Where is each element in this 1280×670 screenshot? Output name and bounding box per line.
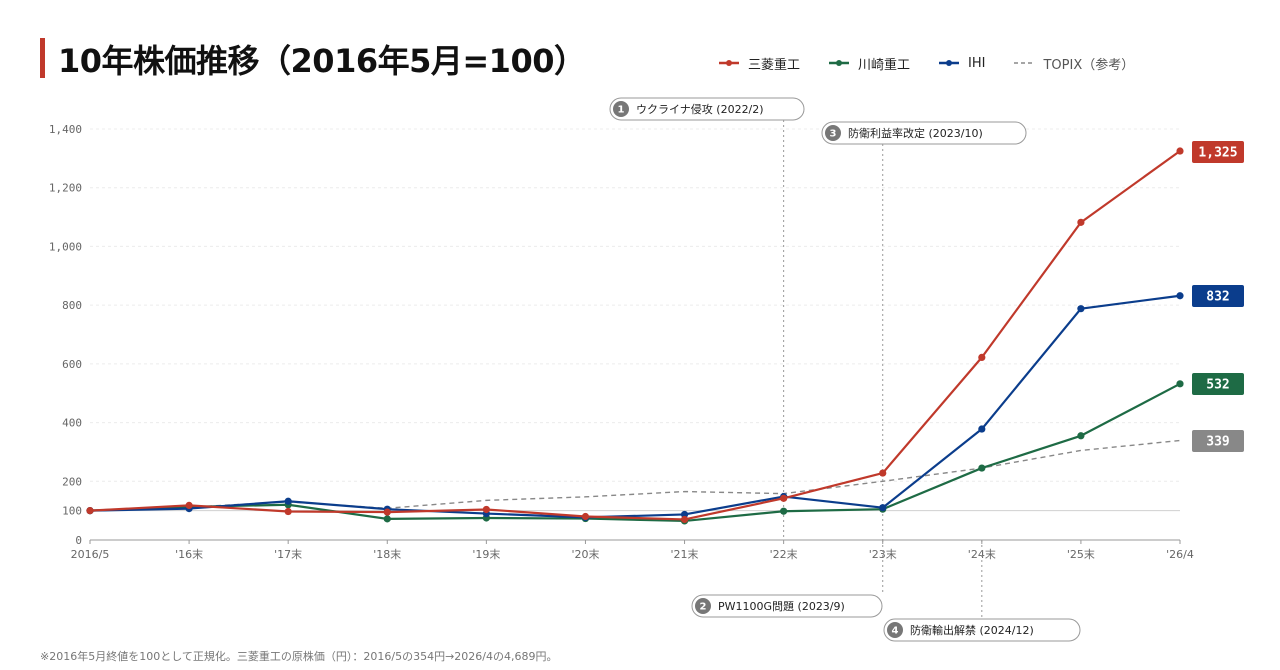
- x-tick-label: '22末: [770, 547, 798, 561]
- end-value-badge: [1192, 430, 1244, 452]
- data-point: [1077, 305, 1085, 313]
- series-line: [89, 150, 1181, 521]
- series-line: [89, 439, 1181, 512]
- annotation-number: 4: [892, 626, 899, 637]
- legend-label-mhi: 三菱重工: [748, 57, 801, 73]
- y-tick-label: 100: [62, 505, 82, 518]
- data-point: [581, 512, 590, 521]
- y-tick-label: 800: [62, 299, 82, 312]
- y-tick-label: 400: [62, 417, 82, 430]
- y-tick-label: 1,400: [49, 123, 82, 136]
- end-value-label: 1,325: [1198, 146, 1237, 161]
- x-tick-label: 2016/5: [71, 548, 110, 561]
- annotation-pill: [609, 97, 805, 121]
- series-line: [89, 294, 1181, 519]
- x-tick-label: '18末: [373, 547, 401, 561]
- legend-label-ihi: IHI: [968, 55, 986, 71]
- legend-label-khi: 川崎重工: [858, 57, 911, 73]
- data-point: [383, 508, 391, 516]
- y-tick-label: 200: [62, 475, 82, 488]
- data-point: [284, 507, 292, 516]
- x-tick-label: '26/4: [1166, 548, 1194, 561]
- data-point: [680, 515, 689, 524]
- annotation-label: 防衛利益率改定 (2023/10): [848, 126, 983, 140]
- end-value-badge: [1192, 373, 1244, 395]
- legend-swatch-mhi: [719, 60, 739, 66]
- data-point: [1077, 432, 1085, 440]
- annotation-label: 防衛輸出解禁 (2024/12): [910, 623, 1034, 637]
- data-point: [978, 464, 986, 472]
- annotation-number: 2: [700, 602, 707, 613]
- legend-swatch-ihi: [939, 60, 960, 66]
- x-tick-label: '20末: [571, 547, 599, 561]
- end-value-badge: [1192, 285, 1244, 307]
- annotation-number-badge: [825, 125, 841, 141]
- data-point: [879, 469, 887, 477]
- y-tick-label: 1,200: [49, 182, 82, 195]
- end-value-label: 532: [1206, 378, 1229, 393]
- series-line: [89, 382, 1181, 523]
- legend-item-ihi[interactable]: IHI: [938, 56, 985, 71]
- annotation-number: 3: [830, 129, 837, 140]
- annotation-number-badge: [613, 101, 629, 117]
- data-point: [86, 507, 94, 515]
- x-tick-label: '21末: [671, 547, 699, 561]
- annotation-pill: [691, 594, 883, 618]
- data-point: [879, 504, 887, 512]
- x-tick-label: '16末: [175, 547, 203, 561]
- data-point: [185, 501, 193, 509]
- x-tick-label: '25末: [1067, 547, 1095, 561]
- chart-title: 10年株価推移（2016年5月=100）: [58, 42, 586, 80]
- legend-item-topix[interactable]: TOPIX（参考）: [1013, 54, 1134, 73]
- annotation-label: PW1100G問題 (2023/9): [718, 600, 845, 613]
- legend-label-topix: TOPIX（参考）: [1043, 57, 1135, 73]
- annotation-number-badge: [695, 598, 711, 614]
- data-point: [680, 510, 689, 519]
- footnote: ※2016年5月終値を100として正規化。三菱重工の原株価（円）：2016/5の…: [40, 650, 558, 663]
- data-point: [1176, 292, 1184, 300]
- y-tick-label: 1,000: [49, 240, 82, 253]
- y-tick-label: 0: [75, 534, 82, 547]
- data-point: [284, 497, 292, 505]
- x-tick-label: '23末: [869, 547, 897, 561]
- data-point: [383, 515, 391, 523]
- end-value-label: 832: [1206, 290, 1229, 305]
- end-value-label: 339: [1206, 435, 1229, 450]
- x-tick-label: '24末: [968, 547, 996, 561]
- data-point: [780, 494, 788, 502]
- data-point: [780, 507, 788, 515]
- annotation-label: ウクライナ侵攻 (2022/2): [636, 102, 764, 116]
- data-point: [978, 353, 986, 361]
- x-tick-label: '19末: [472, 547, 500, 561]
- legend: 三菱重工 川崎重工 IHI TOPIX（参考）: [718, 54, 1134, 73]
- data-point: [1077, 218, 1085, 226]
- x-tick-label: '17末: [274, 547, 302, 561]
- end-value-badge: [1192, 141, 1244, 163]
- annotation-pill: [883, 618, 1081, 642]
- annotation-number-badge: [887, 622, 903, 638]
- y-tick-label: 600: [62, 358, 82, 371]
- title-accent-bar: [40, 38, 45, 78]
- legend-swatch-khi: [829, 60, 850, 66]
- data-point: [482, 505, 490, 514]
- data-point: [978, 425, 986, 433]
- annotation-number: 1: [618, 105, 625, 116]
- legend-item-khi[interactable]: 川崎重工: [828, 54, 910, 73]
- data-point: [1176, 380, 1184, 388]
- legend-item-mhi[interactable]: 三菱重工: [718, 54, 800, 73]
- data-point: [1176, 147, 1184, 155]
- legend-swatch-topix: [1014, 62, 1035, 64]
- annotation-pill: [821, 121, 1027, 145]
